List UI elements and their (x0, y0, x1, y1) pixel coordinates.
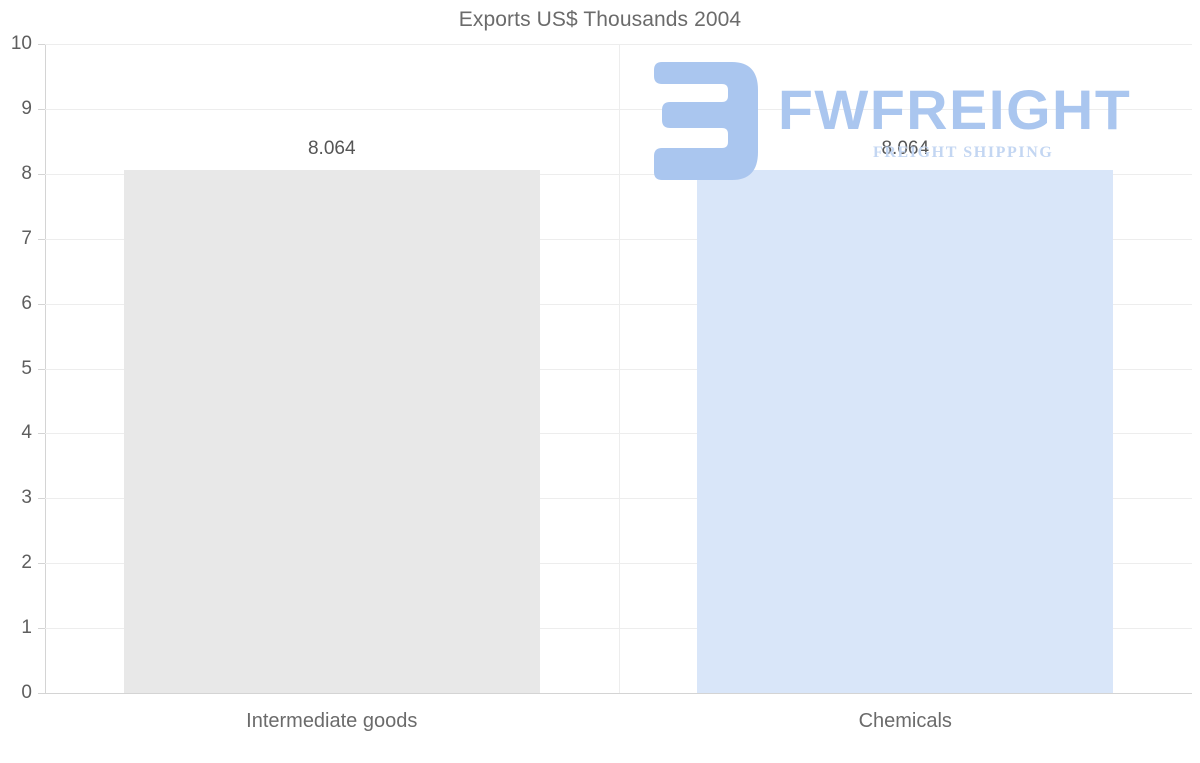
y-tick-mark (38, 693, 45, 694)
y-tick-label: 0 (21, 682, 32, 703)
y-tick-label: 6 (21, 292, 32, 314)
y-tick-mark (38, 433, 45, 435)
y-tick-label: 5 (21, 357, 32, 379)
y-tick-mark (38, 303, 45, 305)
y-tick-label: 8 (21, 162, 32, 184)
y-tick-mark (38, 498, 45, 500)
y-tick-mark (38, 108, 45, 110)
gridline-vertical (618, 44, 620, 693)
y-tick-mark (38, 238, 45, 240)
y-tick-label: 9 (21, 97, 32, 119)
gridline-horizontal (45, 693, 1192, 694)
x-axis-category-label: Intermediate goods (246, 710, 418, 732)
bar-value-label: 8.064 (307, 137, 356, 159)
y-tick-mark (38, 368, 45, 370)
plot-area (45, 44, 1192, 694)
bar[interactable] (123, 169, 540, 693)
y-tick-mark (38, 628, 45, 630)
bar[interactable] (697, 169, 1114, 693)
y-tick-label: 1 (21, 617, 32, 639)
y-tick-label: 10 (10, 33, 32, 54)
y-tick-mark (38, 44, 45, 45)
y-tick-mark (38, 563, 45, 565)
chart-title: Exports US$ Thousands 2004 (458, 8, 742, 31)
bar-value-label: 8.064 (881, 137, 930, 159)
x-axis-category-label: Chemicals (858, 710, 952, 732)
y-tick-label: 4 (21, 422, 32, 444)
y-tick-mark (38, 173, 45, 175)
y-tick-label: 3 (21, 487, 32, 509)
y-tick-label: 7 (21, 227, 32, 249)
y-tick-label: 2 (21, 552, 32, 574)
